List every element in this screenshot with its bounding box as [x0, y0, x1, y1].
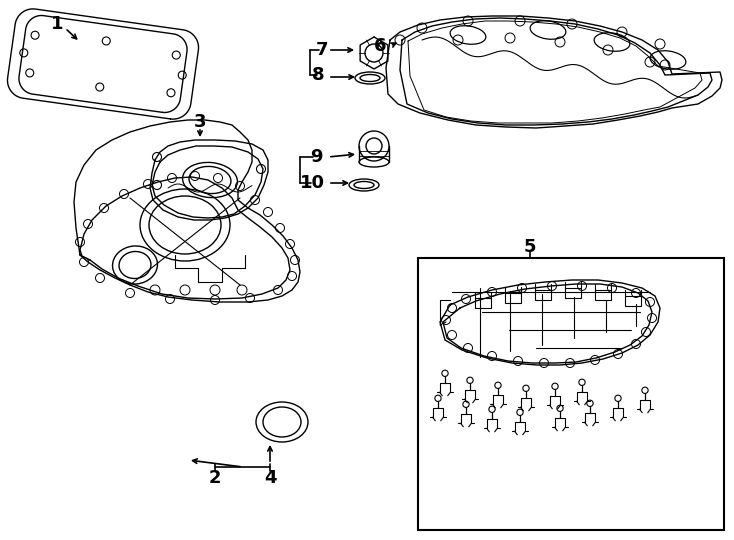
Text: 8: 8 — [312, 66, 324, 84]
Text: 2: 2 — [208, 469, 221, 487]
Text: 1: 1 — [51, 15, 63, 33]
Text: 5: 5 — [524, 238, 537, 256]
Text: 4: 4 — [264, 469, 276, 487]
Bar — [418, 258, 724, 530]
Text: 10: 10 — [299, 174, 324, 192]
Bar — [535, 290, 551, 300]
Text: 6: 6 — [374, 37, 386, 55]
Bar — [595, 290, 611, 300]
Bar — [505, 293, 521, 303]
Text: 9: 9 — [310, 148, 322, 166]
Text: 3: 3 — [194, 113, 206, 131]
Text: 7: 7 — [316, 41, 328, 59]
Bar — [625, 296, 641, 306]
Bar — [475, 298, 491, 308]
Bar — [565, 288, 581, 298]
